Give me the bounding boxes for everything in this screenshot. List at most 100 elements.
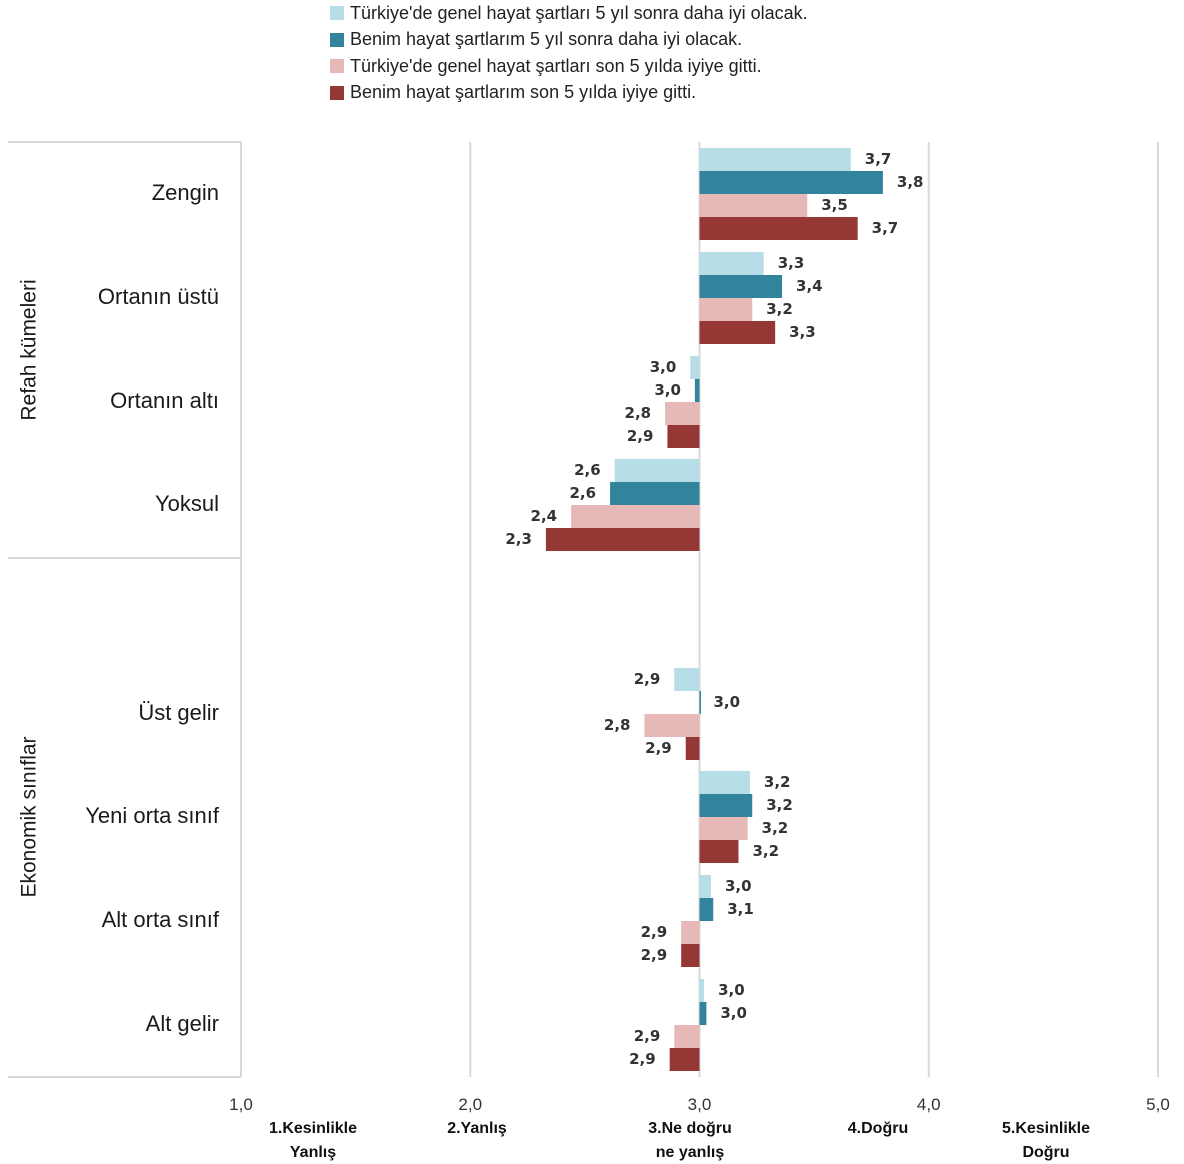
bar <box>699 148 851 171</box>
bar <box>690 356 700 379</box>
category-label: Yoksul <box>155 491 219 516</box>
data-label: 3,2 <box>764 773 791 791</box>
data-label: 2,4 <box>531 507 558 525</box>
data-label: 3,7 <box>872 219 899 237</box>
legend-item: Benim hayat şartlarım son 5 yılda iyiye … <box>330 80 808 107</box>
data-label: 2,9 <box>627 427 654 445</box>
bar <box>694 379 700 402</box>
data-label: 3,2 <box>766 796 793 814</box>
bar <box>699 794 753 817</box>
data-label: 3,2 <box>766 300 793 318</box>
data-label: 3,0 <box>654 381 681 399</box>
legend-label: Türkiye'de genel hayat şartları 5 yıl so… <box>350 2 808 23</box>
bar <box>699 875 711 898</box>
bar <box>667 425 700 448</box>
legend-label: Benim hayat şartlarım 5 yıl sonra daha i… <box>350 29 743 50</box>
data-label: 2,9 <box>634 670 661 688</box>
scale-label: 4.Doğru <box>848 1120 908 1137</box>
data-label: 3,8 <box>897 173 924 191</box>
scale-label: Yanlış <box>290 1144 336 1161</box>
data-label: 3,7 <box>865 150 892 168</box>
bar <box>699 1002 707 1025</box>
data-label: 2,8 <box>604 716 631 734</box>
bar <box>614 459 700 482</box>
bar <box>699 691 701 714</box>
bar <box>669 1048 700 1071</box>
category-label: Üst gelir <box>138 700 219 725</box>
group-label: Ekonomik sınıflar <box>18 736 41 897</box>
category-label: Alt orta sınıf <box>102 907 220 932</box>
bar <box>685 737 700 760</box>
bar <box>699 275 783 298</box>
bar <box>681 921 700 944</box>
legend-item: Türkiye'de genel hayat şartları 5 yıl so… <box>330 0 808 27</box>
legend-item: Türkiye'de genel hayat şartları son 5 yı… <box>330 53 808 80</box>
group-label: Refah kümeleri <box>18 279 41 420</box>
data-label: 2,3 <box>505 530 532 548</box>
data-label: 3,0 <box>714 693 741 711</box>
data-label: 2,9 <box>641 946 668 964</box>
scale-label: 5.Kesinlikle <box>1002 1120 1090 1137</box>
category-label: Yeni orta sınıf <box>85 803 220 828</box>
data-label: 2,9 <box>629 1050 656 1068</box>
legend-item: Benim hayat şartlarım 5 yıl sonra daha i… <box>330 27 808 54</box>
bar <box>610 482 700 505</box>
bar <box>644 714 700 737</box>
scale-label: 1.Kesinlikle <box>269 1120 357 1137</box>
legend-swatch <box>330 6 344 21</box>
category-label: Alt gelir <box>146 1011 219 1036</box>
scale-label: 3.Ne doğru <box>648 1120 732 1137</box>
bar <box>699 771 750 794</box>
tick-label: 5,0 <box>1146 1095 1170 1114</box>
bar <box>545 528 700 551</box>
data-label: 2,9 <box>641 923 668 941</box>
data-label: 3,3 <box>789 323 816 341</box>
data-label: 3,2 <box>752 842 779 860</box>
tick-label: 3,0 <box>688 1095 712 1114</box>
bar <box>699 817 748 840</box>
data-label: 3,3 <box>778 254 805 272</box>
scale-label: ne yanlış <box>656 1144 725 1161</box>
data-label: 3,1 <box>727 900 754 918</box>
tick-label: 2,0 <box>458 1095 482 1114</box>
data-label: 2,6 <box>574 461 601 479</box>
bar <box>674 668 700 691</box>
legend-label: Türkiye'de genel hayat şartları son 5 yı… <box>350 55 762 76</box>
tick-label: 4,0 <box>917 1095 941 1114</box>
legend: Türkiye'de genel hayat şartları 5 yıl so… <box>330 0 808 106</box>
bar <box>699 840 739 863</box>
scale-label: Doğru <box>1022 1144 1069 1161</box>
bar <box>699 979 705 1002</box>
data-label: 2,9 <box>634 1027 661 1045</box>
legend-swatch <box>330 32 344 47</box>
bar <box>699 217 858 240</box>
data-label: 3,4 <box>796 277 823 295</box>
data-label: 3,2 <box>762 819 789 837</box>
data-label: 3,5 <box>821 196 848 214</box>
data-label: 2,6 <box>570 484 597 502</box>
data-label: 2,9 <box>645 739 672 757</box>
bar <box>699 321 776 344</box>
legend-swatch <box>330 59 344 74</box>
data-label: 2,8 <box>625 404 652 422</box>
bar <box>699 194 808 217</box>
data-label: 3,0 <box>725 877 752 895</box>
category-label: Zengin <box>152 180 219 205</box>
bar <box>699 252 764 275</box>
scale-label: 2.Yanlış <box>447 1120 507 1137</box>
bar <box>681 944 700 967</box>
category-label: Ortanın üstü <box>98 284 219 309</box>
data-label: 3,0 <box>718 981 745 999</box>
data-label: 3,0 <box>720 1004 747 1022</box>
category-label: Ortanın altı <box>110 388 219 413</box>
tick-label: 1,0 <box>229 1095 253 1114</box>
bar <box>699 298 753 321</box>
bar <box>571 505 700 528</box>
legend-label: Benim hayat şartlarım son 5 yılda iyiye … <box>350 82 697 103</box>
bar <box>699 171 883 194</box>
legend-swatch <box>330 85 344 100</box>
data-label: 3,0 <box>650 358 677 376</box>
bar <box>665 402 700 425</box>
bar <box>674 1025 700 1048</box>
